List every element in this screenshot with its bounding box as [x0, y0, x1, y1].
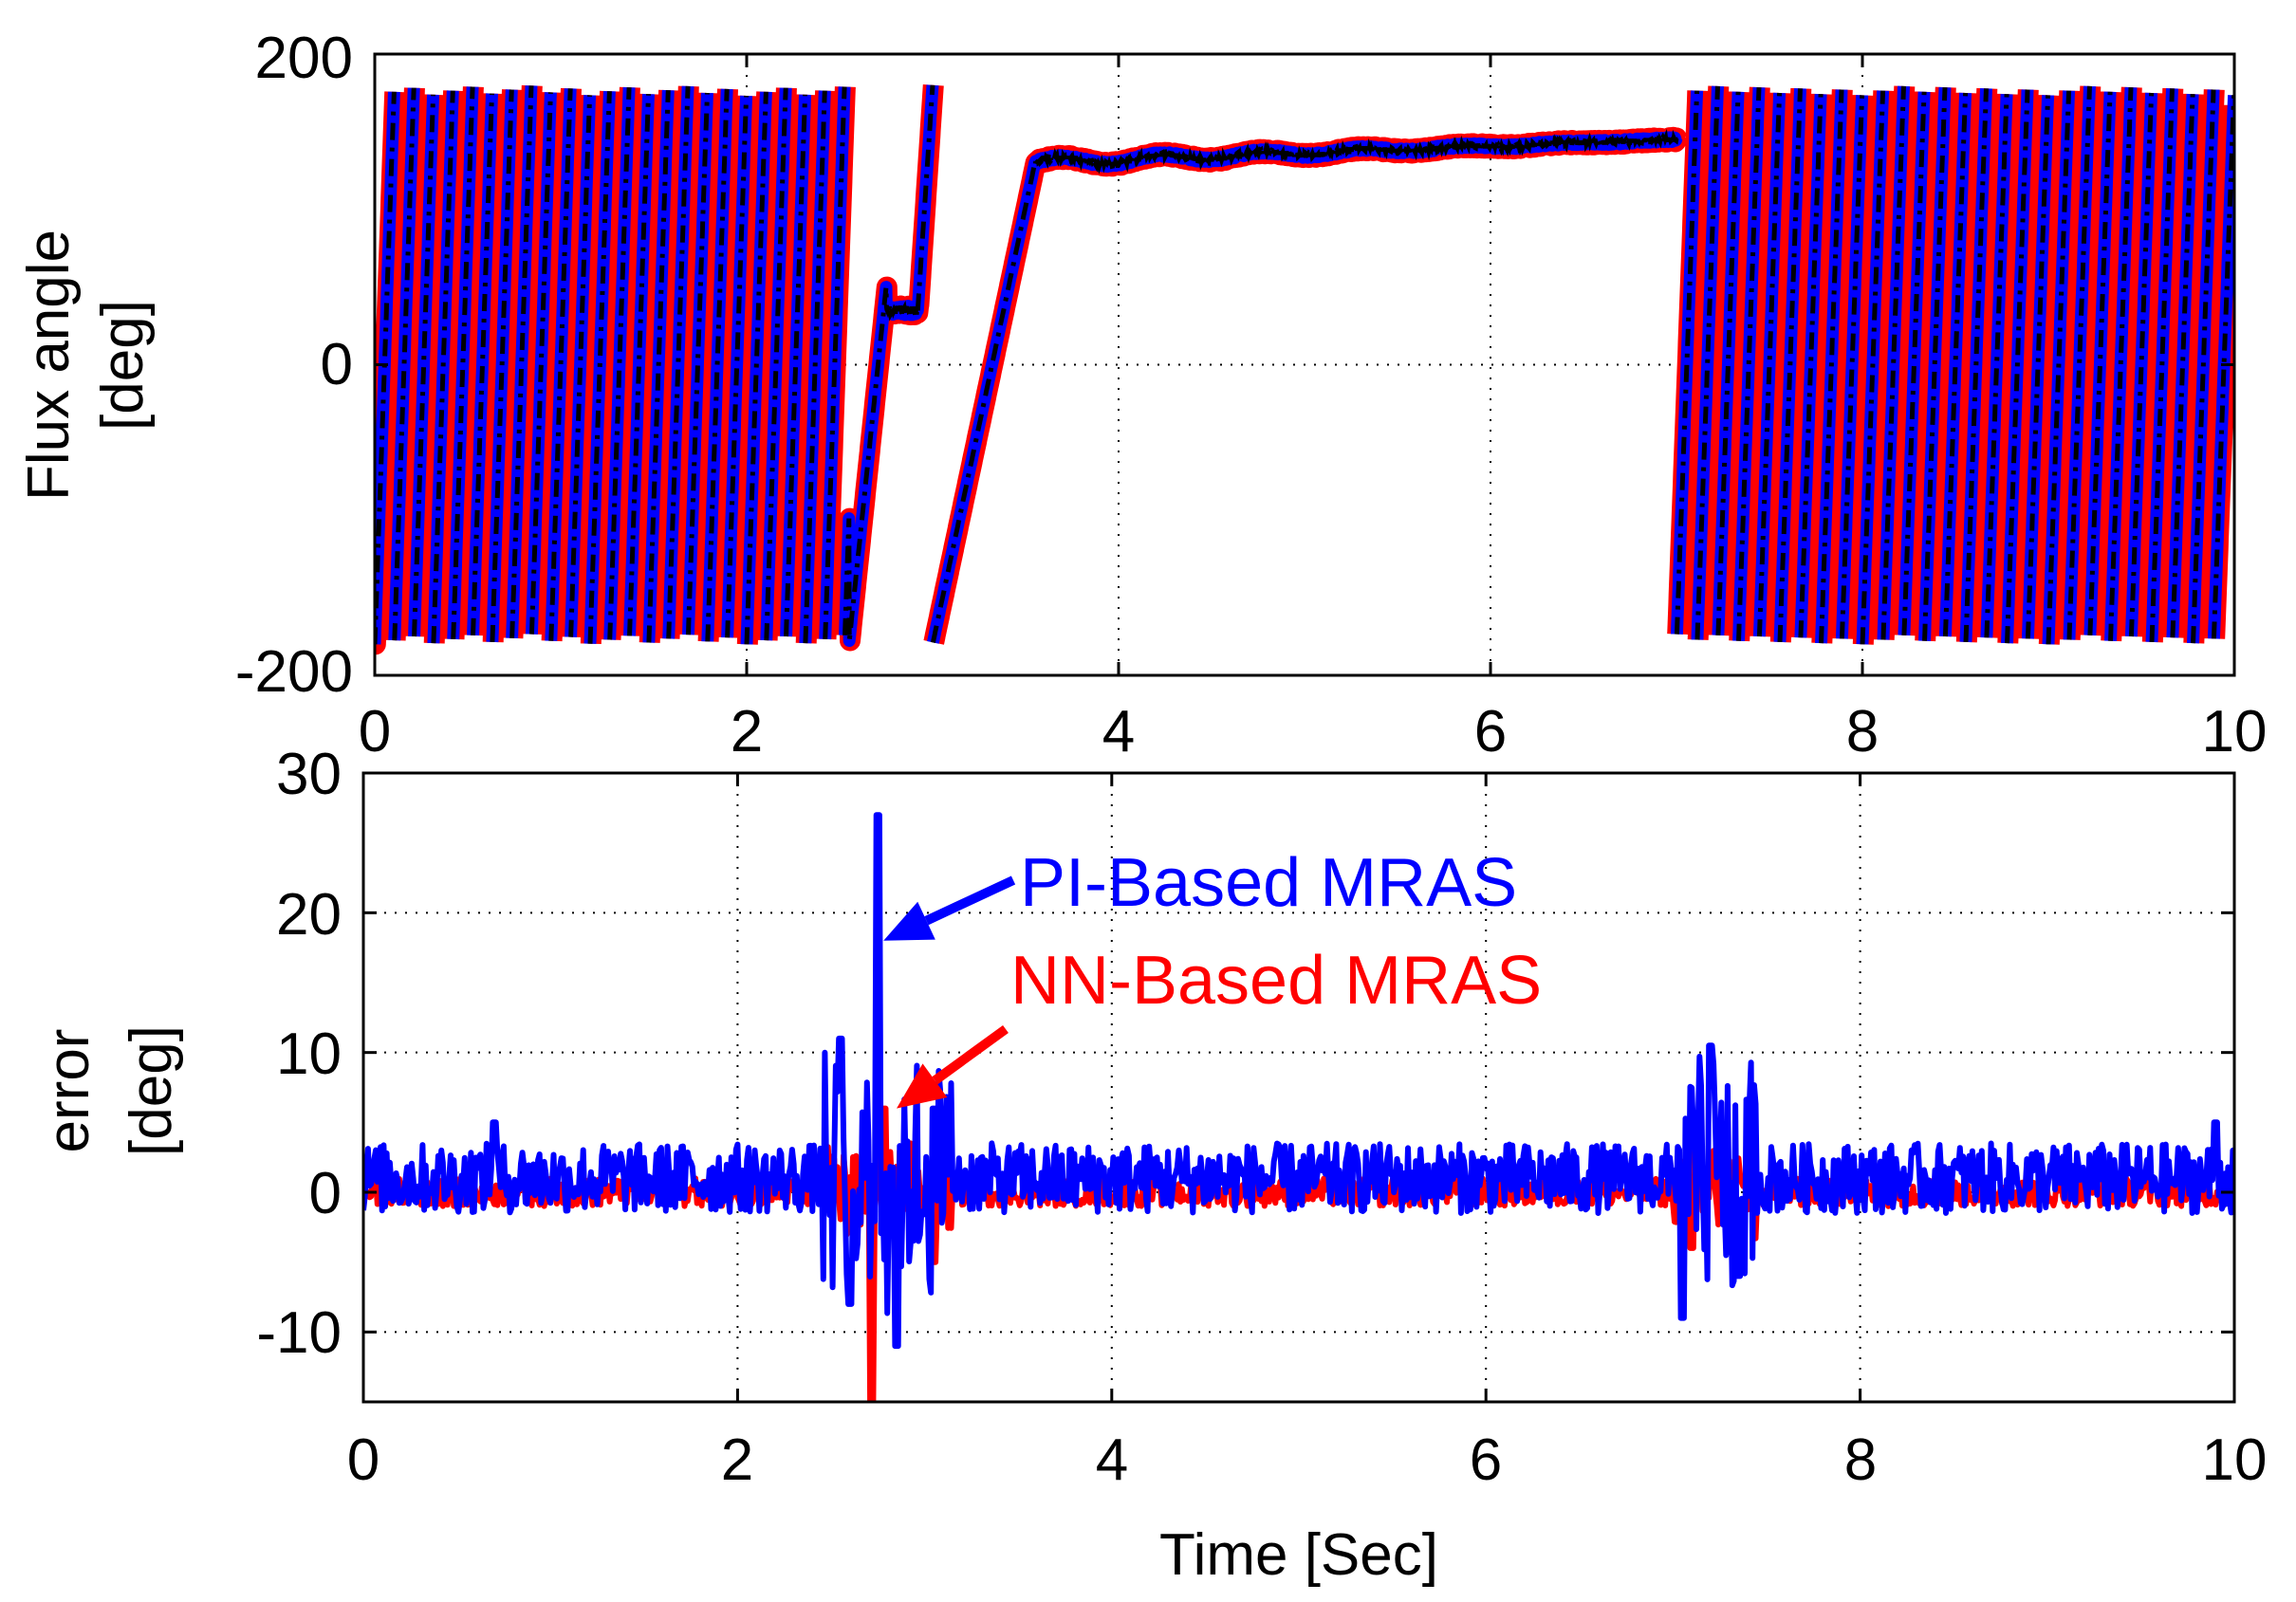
error-axes-box [361, 771, 2236, 1404]
error-ytick-neg10: -10 [256, 1300, 342, 1366]
flux-angle-ylabel-line2: [deg] [90, 300, 156, 431]
nn-mras-label: NN-Based MRAS [1010, 943, 1542, 1019]
flux-angle-tick-marks [373, 52, 2236, 677]
flux-angle-ytick-200: 200 [255, 26, 353, 91]
flux-angle-ylabel-line1: Flux angle [16, 230, 82, 501]
error-xtick-0: 0 [347, 1427, 380, 1493]
flux-angle-ytick-neg200: -200 [235, 639, 353, 705]
error-tick-marks [361, 771, 2236, 1402]
nn-mras-annotation: NN-Based MRAS [897, 943, 1542, 1109]
error-xtick-2: 2 [721, 1427, 753, 1493]
pi-mras-arrowhead [883, 901, 935, 941]
error-xtick-8: 8 [1844, 1427, 1877, 1493]
pi-mras-label: PI-Based MRAS [1020, 845, 1517, 921]
flux-angle-plot: 200 0 -200 0 2 4 6 8 10 Flux angle [deg] [16, 26, 2267, 764]
flux-angle-series [375, 80, 2234, 655]
flux-angle-xtick-6: 6 [1474, 699, 1507, 764]
error-xtick-10: 10 [2202, 1427, 2268, 1493]
error-series [363, 812, 2234, 1402]
error-ytick-20: 20 [276, 882, 342, 948]
pi-mras-arrow [924, 875, 1016, 926]
flux-angle-xtick-4: 4 [1102, 699, 1135, 764]
error-xlabel: Time [Sec] [1159, 1522, 1438, 1588]
flux-angle-xtick-2: 2 [731, 699, 763, 764]
flux-actual-line [375, 84, 2234, 645]
nn-mras-arrowhead [897, 1063, 948, 1109]
error-plot: 30 20 10 0 -10 0 2 4 6 8 10 Time [Sec] e… [36, 742, 2267, 1588]
error-ylabel-line1: error [36, 1029, 102, 1153]
error-xtick-6: 6 [1470, 1427, 1502, 1493]
error-pi-mras-line [363, 812, 2234, 1350]
error-grid [363, 773, 2234, 1402]
error-ytick-30: 30 [276, 742, 342, 807]
flux-angle-ytick-0: 0 [321, 332, 353, 397]
flux-angle-xtick-0: 0 [359, 699, 391, 764]
error-xtick-4: 4 [1096, 1427, 1128, 1493]
flux-angle-grid [375, 54, 2234, 675]
flux-angle-xtick-10: 10 [2202, 699, 2268, 764]
pi-mras-annotation: PI-Based MRAS [883, 845, 1517, 941]
error-ytick-10: 10 [276, 1022, 342, 1087]
nn-mras-arrow [932, 1024, 1009, 1085]
flux-angle-xtick-8: 8 [1846, 699, 1879, 764]
error-ylabel-line2: [deg] [119, 1025, 184, 1156]
error-ytick-0: 0 [309, 1161, 342, 1226]
